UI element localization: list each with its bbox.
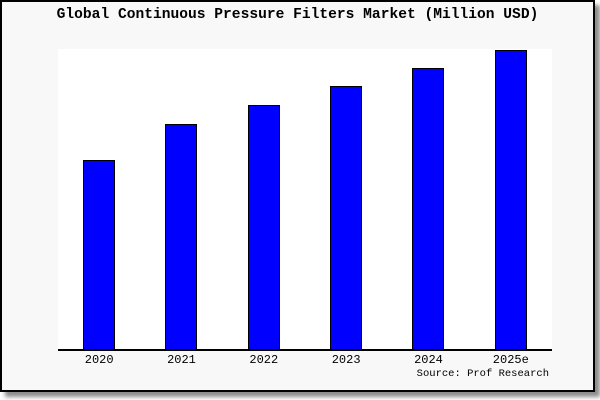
bar-slot-2025e [470,49,552,349]
x-tick-label-2025e: 2025e [492,353,529,367]
bar-slot-2021 [140,49,222,349]
chart-frame: Global Continuous Pressure Filters Marke… [0,0,595,392]
x-axis-labels: 2020 2021 2022 2023 2024 2025e [58,353,552,367]
x-tick-label-2022: 2022 [249,353,279,367]
x-tick-label-2021: 2021 [167,353,196,367]
bar-slot-2022 [223,49,305,349]
bar-2024 [412,67,445,349]
bar-slot-2020 [58,49,140,349]
plot-area [58,49,552,351]
bars-container [58,49,552,349]
bar-2020 [83,160,116,349]
bar-2022 [247,104,280,349]
x-tick-label-2020: 2020 [84,353,114,367]
bar-slot-2024 [387,49,469,349]
x-tick-label-2024: 2024 [414,353,443,367]
x-tick-label-2023: 2023 [331,353,361,367]
chart-title: Global Continuous Pressure Filters Marke… [56,7,539,23]
bar-2021 [165,123,198,349]
source-credit: Source: Prof Research [416,368,549,380]
bar-2025e [494,50,527,349]
bar-slot-2023 [305,49,387,349]
bar-2023 [330,85,363,349]
